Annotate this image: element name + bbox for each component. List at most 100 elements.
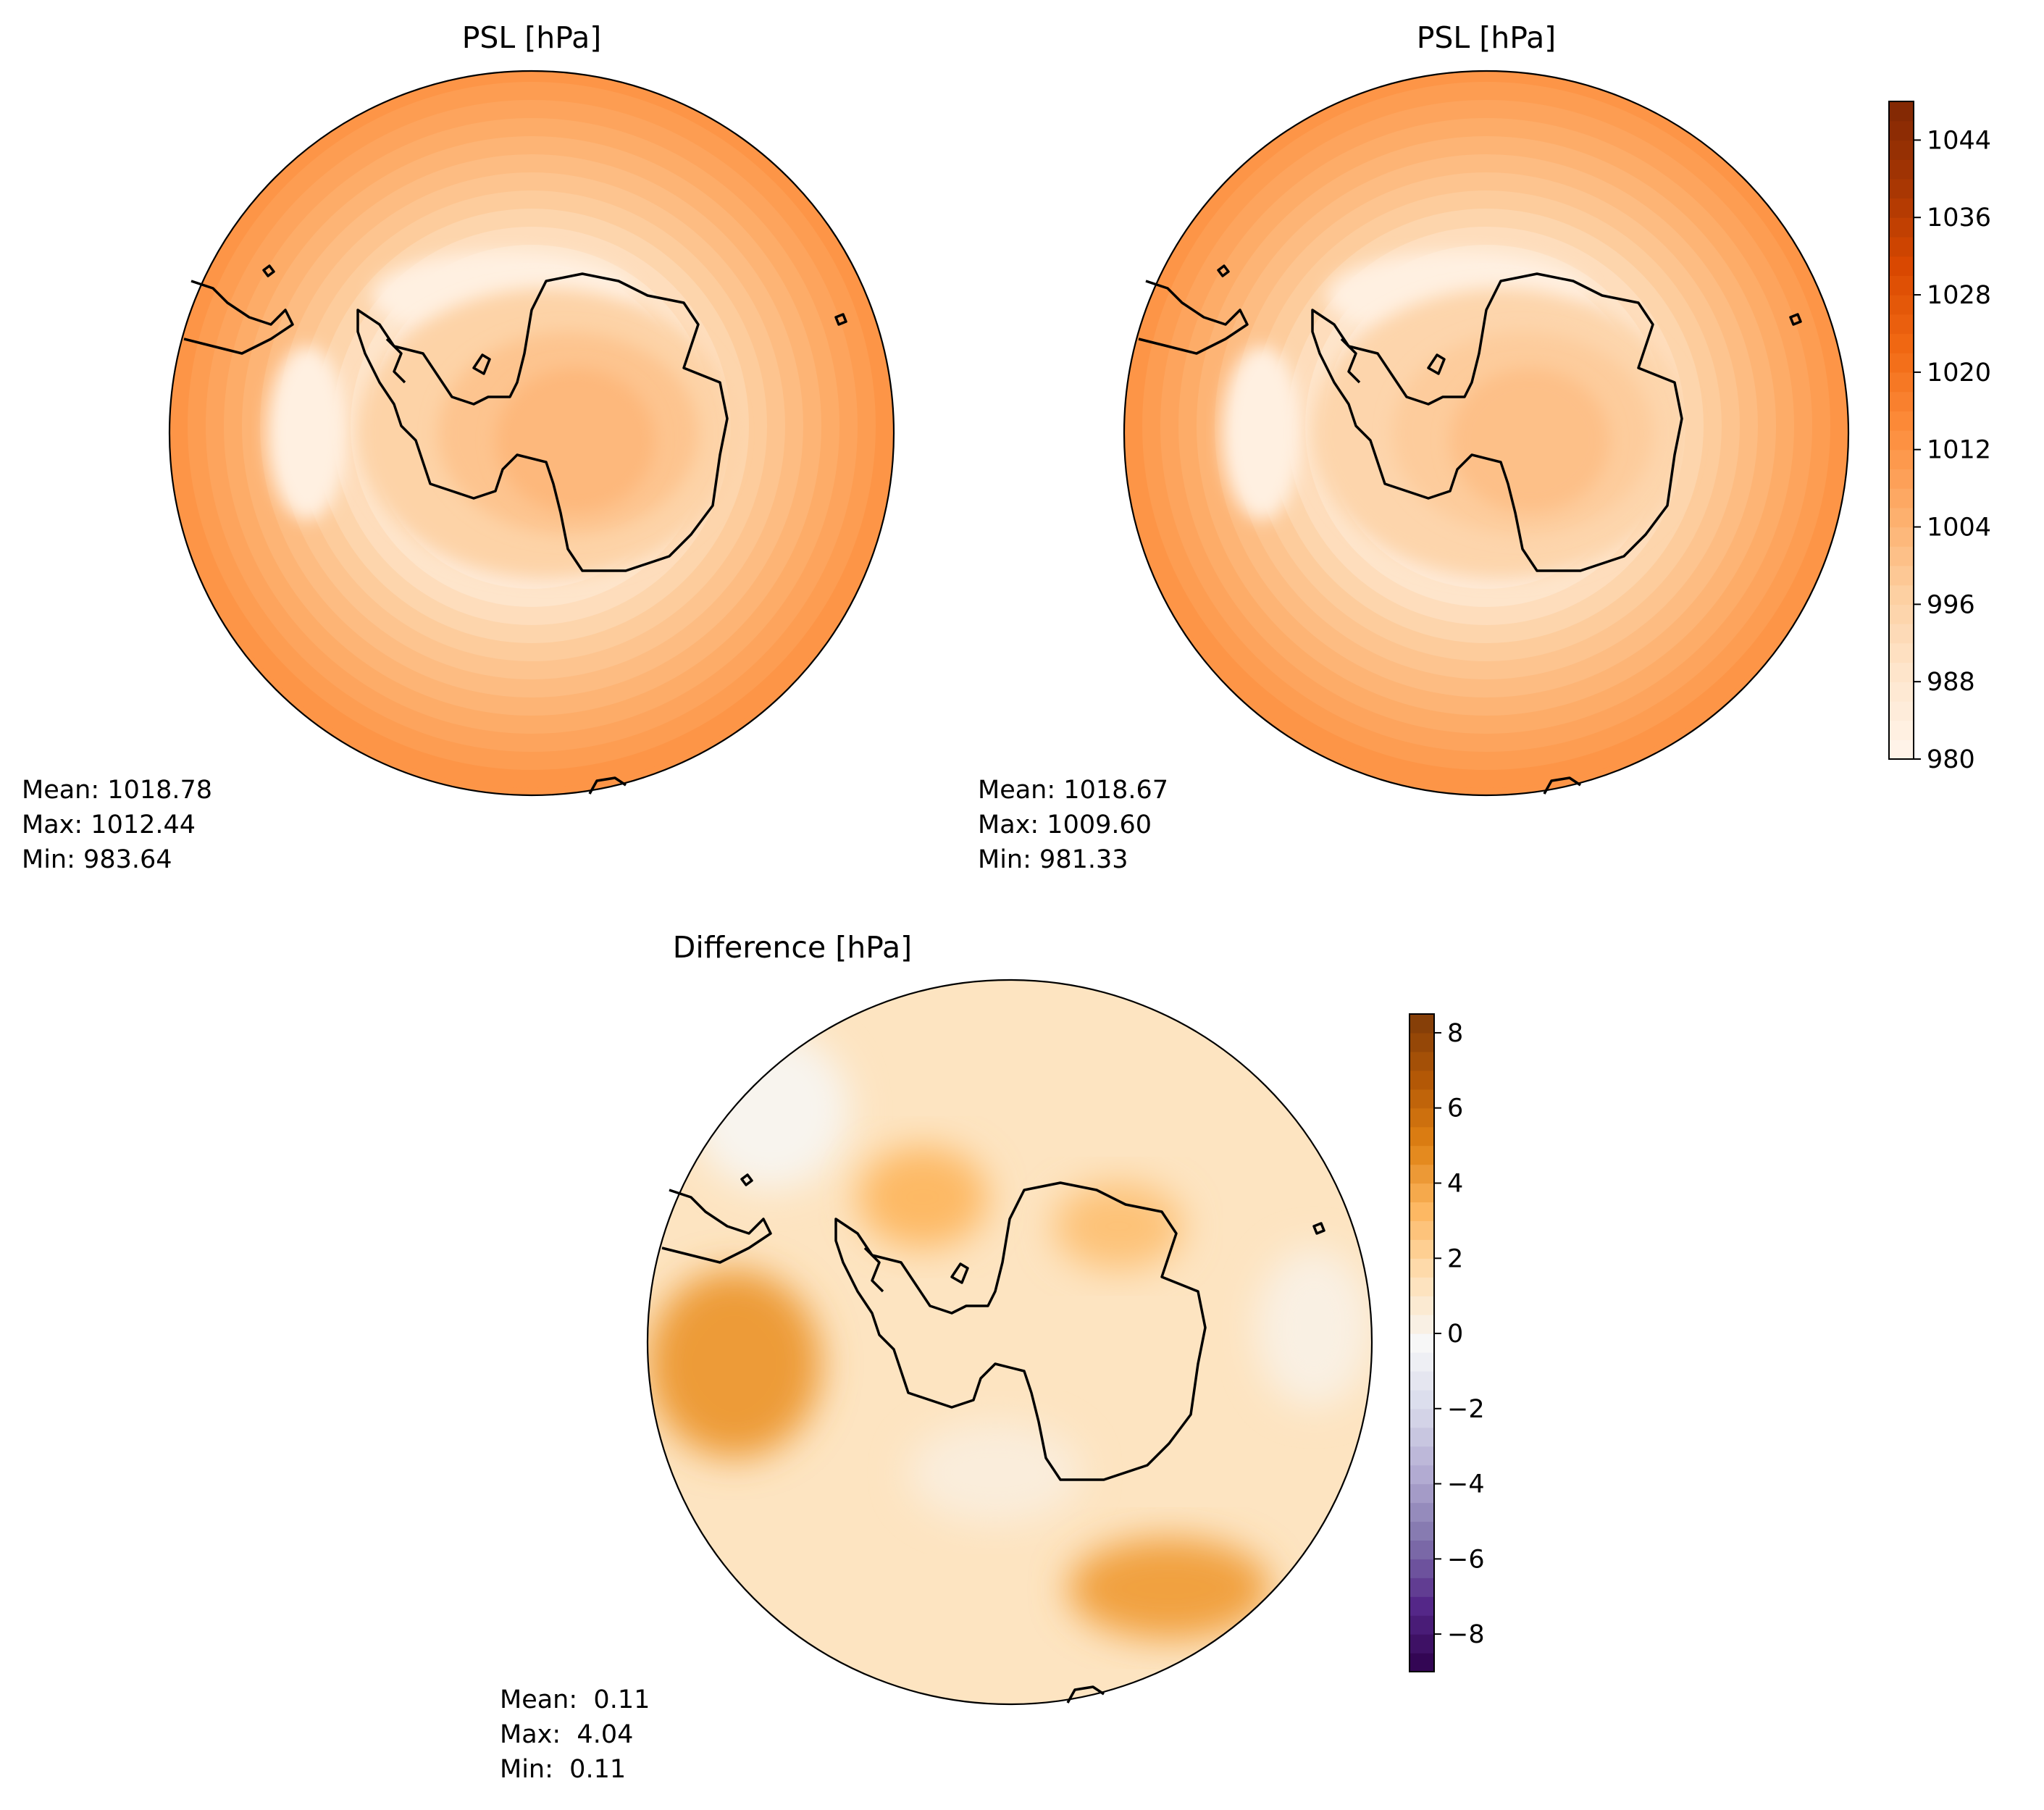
colorbar-psl-segment [1889,217,1914,238]
colorbar-psl-segment [1889,372,1914,393]
colorbar-psl-segment [1889,488,1914,508]
map3-mean-label: Mean: [500,1685,577,1714]
map2-island-a [1217,264,1230,277]
colorbar-psl-segment [1889,624,1914,644]
colorbar-diff-segment [1410,1296,1434,1315]
colorbar-psl-tick-label: 988 [1927,668,1975,697]
colorbar-diff-tick-label: 0 [1447,1320,1463,1349]
colorbar-diff-tick-label: −6 [1447,1545,1485,1574]
map3-max-value: 4.04 [569,1720,633,1749]
map3-boundary [646,979,1373,1706]
map2-low-pressure-b [1222,346,1302,520]
map3-ice-shelf [950,1262,969,1284]
colorbar-diff-segment [1410,1653,1434,1672]
map1-island-b [834,313,847,326]
colorbar-diff-segment [1410,1427,1434,1447]
colorbar-diff-segment [1410,1277,1434,1296]
colorbar-psl-segment [1889,527,1914,547]
colorbar-psl-segment [1889,275,1914,296]
colorbar-psl-segment [1889,120,1914,141]
colorbar-diff-tick-label: 8 [1447,1019,1463,1048]
colorbar-diff-segment [1410,1014,1434,1034]
svg-text:Min: 983.64: Min: 983.64 [22,845,172,874]
map1-max-value: 1012.44 [91,810,196,839]
colorbar-psl-segment [1889,700,1914,721]
colorbar-diff-segment [1410,1032,1434,1052]
map3-min-label: Min: [500,1755,553,1784]
colorbar-psl-segment [1889,449,1914,470]
colorbar-diff-segment [1410,1578,1434,1597]
colorbar-diff-segment [1410,1540,1434,1559]
colorbar-psl-segment [1889,662,1914,682]
colorbar-psl-segment [1889,333,1914,353]
colorbar-diff-segment [1410,1164,1434,1184]
colorbar-diff-segment [1410,1370,1434,1391]
colorbar-psl-segment [1889,256,1914,276]
colorbar-psl-tick-label: 1044 [1927,126,1991,155]
colorbar-diff-segment [1410,1220,1434,1240]
colorbar-diff-segment [1410,1408,1434,1428]
colorbar-diff-segment [1410,1126,1434,1147]
colorbar-psl-segment [1889,642,1914,663]
colorbar-psl-segment [1889,295,1914,315]
svg-text:Min: 981.33: Min: 981.33 [978,845,1128,874]
colorbar-psl-segment [1889,236,1914,257]
colorbar-diff-tick-label: 4 [1447,1169,1463,1198]
colorbar-diff-segment [1410,1596,1434,1616]
map3-australia-tip [1066,1685,1105,1704]
svg-text:Mean: 1018.78: Mean: 1018.78 [22,776,212,805]
map1-mean-label: Mean: [22,776,99,805]
map2-island-b [1789,313,1802,326]
colorbar-diff-segment [1410,1239,1434,1259]
colorbar-psl-segment [1889,391,1914,411]
map1-low-pressure-b [267,346,347,520]
colorbar-diff-segment [1410,1070,1434,1090]
map3-island-b [1312,1222,1325,1235]
colorbar-diff-segment [1410,1051,1434,1071]
map2-field [1124,71,1848,795]
map3-mean-value: 0.11 [585,1685,650,1714]
map1-ice-shelf [472,353,491,375]
svg-text:Min: 0.11: Min: 0.11 [500,1755,626,1784]
colorbar-psl-segment [1889,353,1914,373]
colorbar-psl-segment [1889,585,1914,605]
map3-near-zero-e [1256,1248,1372,1407]
map3-min-value: 0.11 [561,1755,626,1784]
map2-ice-shelf [1427,353,1446,375]
map3-near-zero-nw [691,1031,850,1190]
colorbar-diff-tick-label: −2 [1447,1395,1485,1424]
colorbar-psl-segment [1889,140,1914,160]
svg-text:Max: 4.04: Max: 4.04 [500,1720,633,1749]
map1-south-america [183,280,294,355]
map3-positive-ne [1053,1183,1184,1270]
colorbar-psl-frame [1888,101,1914,760]
colorbar-diff-segment [1410,1389,1434,1409]
colorbar-diff-segment [1410,1089,1434,1109]
map1-boundary [168,70,895,797]
map3-peninsula [863,1247,884,1293]
map2-min-label: Min: [978,845,1031,874]
svg-text:Mean: 1018.67: Mean: 1018.67 [978,776,1168,805]
colorbar-psl-tick-label: 980 [1927,745,1975,774]
colorbar-diff-segment [1410,1202,1434,1221]
map1-coastline [183,264,847,795]
map1-high-core [495,368,655,513]
colorbar-diff-segment [1410,1352,1434,1372]
colorbar-psl-segment [1889,546,1914,566]
map1-mean-value: 1018.78 [107,776,212,805]
map2-boundary [1123,70,1850,797]
colorbar-psl-tick-label: 1012 [1927,436,1991,465]
colorbar-psl-segment [1889,101,1914,122]
colorbar-diff-segment [1410,1333,1434,1353]
colorbar-psl-segment [1889,507,1914,528]
map1-australia-tip [588,776,627,795]
map1-island-a [262,264,275,277]
colorbar-diff-segment [1410,1521,1434,1541]
colorbar-psl-segment [1889,469,1914,489]
map3-near-zero-s [908,1422,1082,1523]
colorbar-diff-segment [1410,1634,1434,1654]
colorbar-diff-segment [1410,1315,1434,1334]
colorbar-psl-segment [1889,720,1914,740]
colorbar-diff-segment [1410,1107,1434,1128]
